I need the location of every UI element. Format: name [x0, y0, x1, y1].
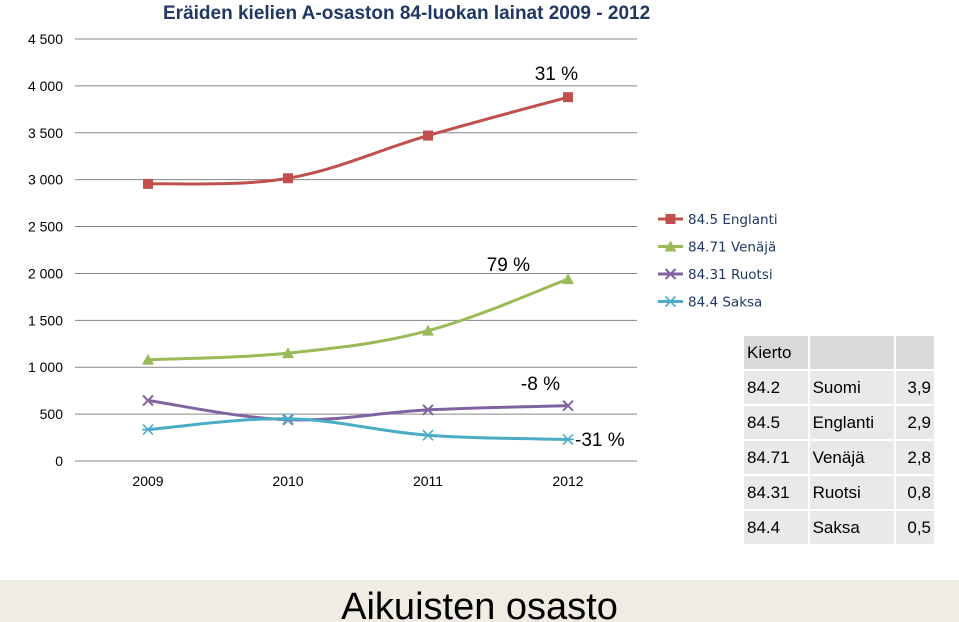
y-axis-ticks: 0 500 1 000 1 500 2 000 2 500 3 000 3 500 4 000 4…: [28, 31, 63, 469]
kierto-row: 84.71 Venäjä 2,8: [742, 439, 936, 476]
series-line: [147, 277, 569, 362]
change-annotation: 31 %: [535, 64, 578, 85]
kierto-header-empty: [807, 334, 897, 371]
y-tick-label: 500: [40, 406, 64, 422]
legend-label: 84.71 Venäjä: [688, 240, 776, 256]
legend-label: 84.5 Englanti: [688, 212, 778, 228]
legend-item: 84.4 Saksa: [658, 295, 762, 311]
y-tick-label: 0: [55, 453, 63, 469]
data-point: [422, 429, 434, 441]
y-tick-label: 1 500: [28, 312, 63, 328]
change-annotation: 79 %: [487, 255, 530, 276]
data-point: [422, 404, 434, 416]
y-tick-label: 4 000: [28, 78, 63, 94]
data-point: [562, 433, 574, 445]
footer-title: Aikuisten osasto: [341, 586, 618, 622]
y-tick-label: 3 500: [28, 125, 63, 141]
data-point: [422, 324, 434, 336]
data-point: [143, 178, 153, 189]
kierto-value: 2,9: [894, 404, 936, 441]
series-1: [142, 273, 574, 365]
kierto-header: Kierto: [742, 334, 810, 371]
series-line: [147, 417, 569, 441]
kierto-code: 84.2: [742, 369, 810, 406]
kierto-value: 2,8: [894, 439, 936, 476]
legend-marker: [665, 214, 676, 224]
kierto-code: 84.4: [742, 509, 810, 546]
data-point: [283, 173, 293, 184]
y-tick-label: 2 000: [28, 265, 63, 281]
kierto-row: 84.2 Suomi 3,9: [742, 369, 936, 406]
x-tick-label: 2009: [132, 473, 163, 489]
gridlines: [75, 38, 637, 415]
kierto-row: 84.4 Saksa 0,5: [742, 509, 936, 546]
legend: 84.5 Englanti 84.71 Venäjä 84.31 Ruotsi 84.…: [658, 212, 778, 311]
x-tick-label: 2011: [413, 473, 443, 489]
data-point: [562, 273, 574, 285]
kierto-language: Saksa: [807, 509, 897, 546]
kierto-code: 84.71: [742, 439, 810, 476]
data-point: [142, 424, 154, 436]
line-chart: Eräiden kielien A-osaston 84-luokan lain…: [28, 3, 778, 489]
legend-marker: [664, 240, 677, 252]
kierto-code: 84.5: [742, 404, 810, 441]
kierto-row: 84.31 Ruotsi 0,8: [742, 474, 936, 511]
data-point: [562, 399, 574, 412]
series-group: [142, 92, 574, 445]
kierto-row: 84.5 Englanti 2,9: [742, 404, 936, 441]
x-tick-label: 2012: [552, 473, 583, 489]
legend-item: 84.71 Venäjä: [658, 240, 776, 256]
kierto-language: Suomi: [807, 369, 897, 406]
kierto-language: Englanti: [807, 404, 897, 441]
y-tick-label: 1 000: [28, 359, 63, 375]
chart-title: Eräiden kielien A-osaston 84-luokan lain…: [163, 3, 650, 24]
change-annotation: -31 %: [575, 430, 625, 451]
kierto-header-row: Kierto: [742, 334, 936, 371]
kierto-language: Ruotsi: [807, 474, 897, 511]
series-3: [142, 413, 574, 445]
legend-label: 84.4 Saksa: [688, 295, 762, 311]
y-tick-label: 4 500: [28, 31, 63, 47]
legend-marker: [664, 268, 677, 280]
legend-item: 84.5 Englanti: [658, 212, 778, 228]
kierto-table: Kierto 84.2 Suomi 3,9 84.5 Englanti 2,9 …: [742, 334, 936, 546]
data-point: [563, 92, 573, 103]
kierto-value: 3,9: [894, 369, 936, 406]
series-line: [147, 95, 569, 186]
series-line: [147, 399, 569, 422]
data-point: [282, 413, 294, 425]
change-annotations: 31 % 79 % -8 % -31 %: [487, 64, 625, 451]
change-annotation: -8 %: [521, 374, 560, 395]
data-point: [142, 353, 154, 365]
kierto-value: 0,5: [894, 509, 936, 546]
kierto-code: 84.31: [742, 474, 810, 511]
data-point: [142, 394, 154, 407]
series-0: [143, 92, 573, 189]
x-axis-ticks: 2009 2010 2011 2012: [132, 473, 583, 489]
footer-bar: Aikuisten osasto: [0, 580, 959, 622]
data-point: [282, 347, 294, 359]
x-tick-label: 2010: [272, 473, 303, 489]
kierto-header-empty: [894, 334, 936, 371]
legend-item: 84.31 Ruotsi: [658, 267, 773, 283]
legend-marker: [664, 295, 677, 308]
legend-label: 84.31 Ruotsi: [688, 267, 773, 283]
series-2: [142, 394, 574, 426]
data-point: [423, 130, 433, 141]
y-tick-label: 3 000: [28, 172, 63, 188]
kierto-value: 0,8: [894, 474, 936, 511]
y-tick-label: 2 500: [28, 219, 63, 235]
kierto-language: Venäjä: [807, 439, 897, 476]
